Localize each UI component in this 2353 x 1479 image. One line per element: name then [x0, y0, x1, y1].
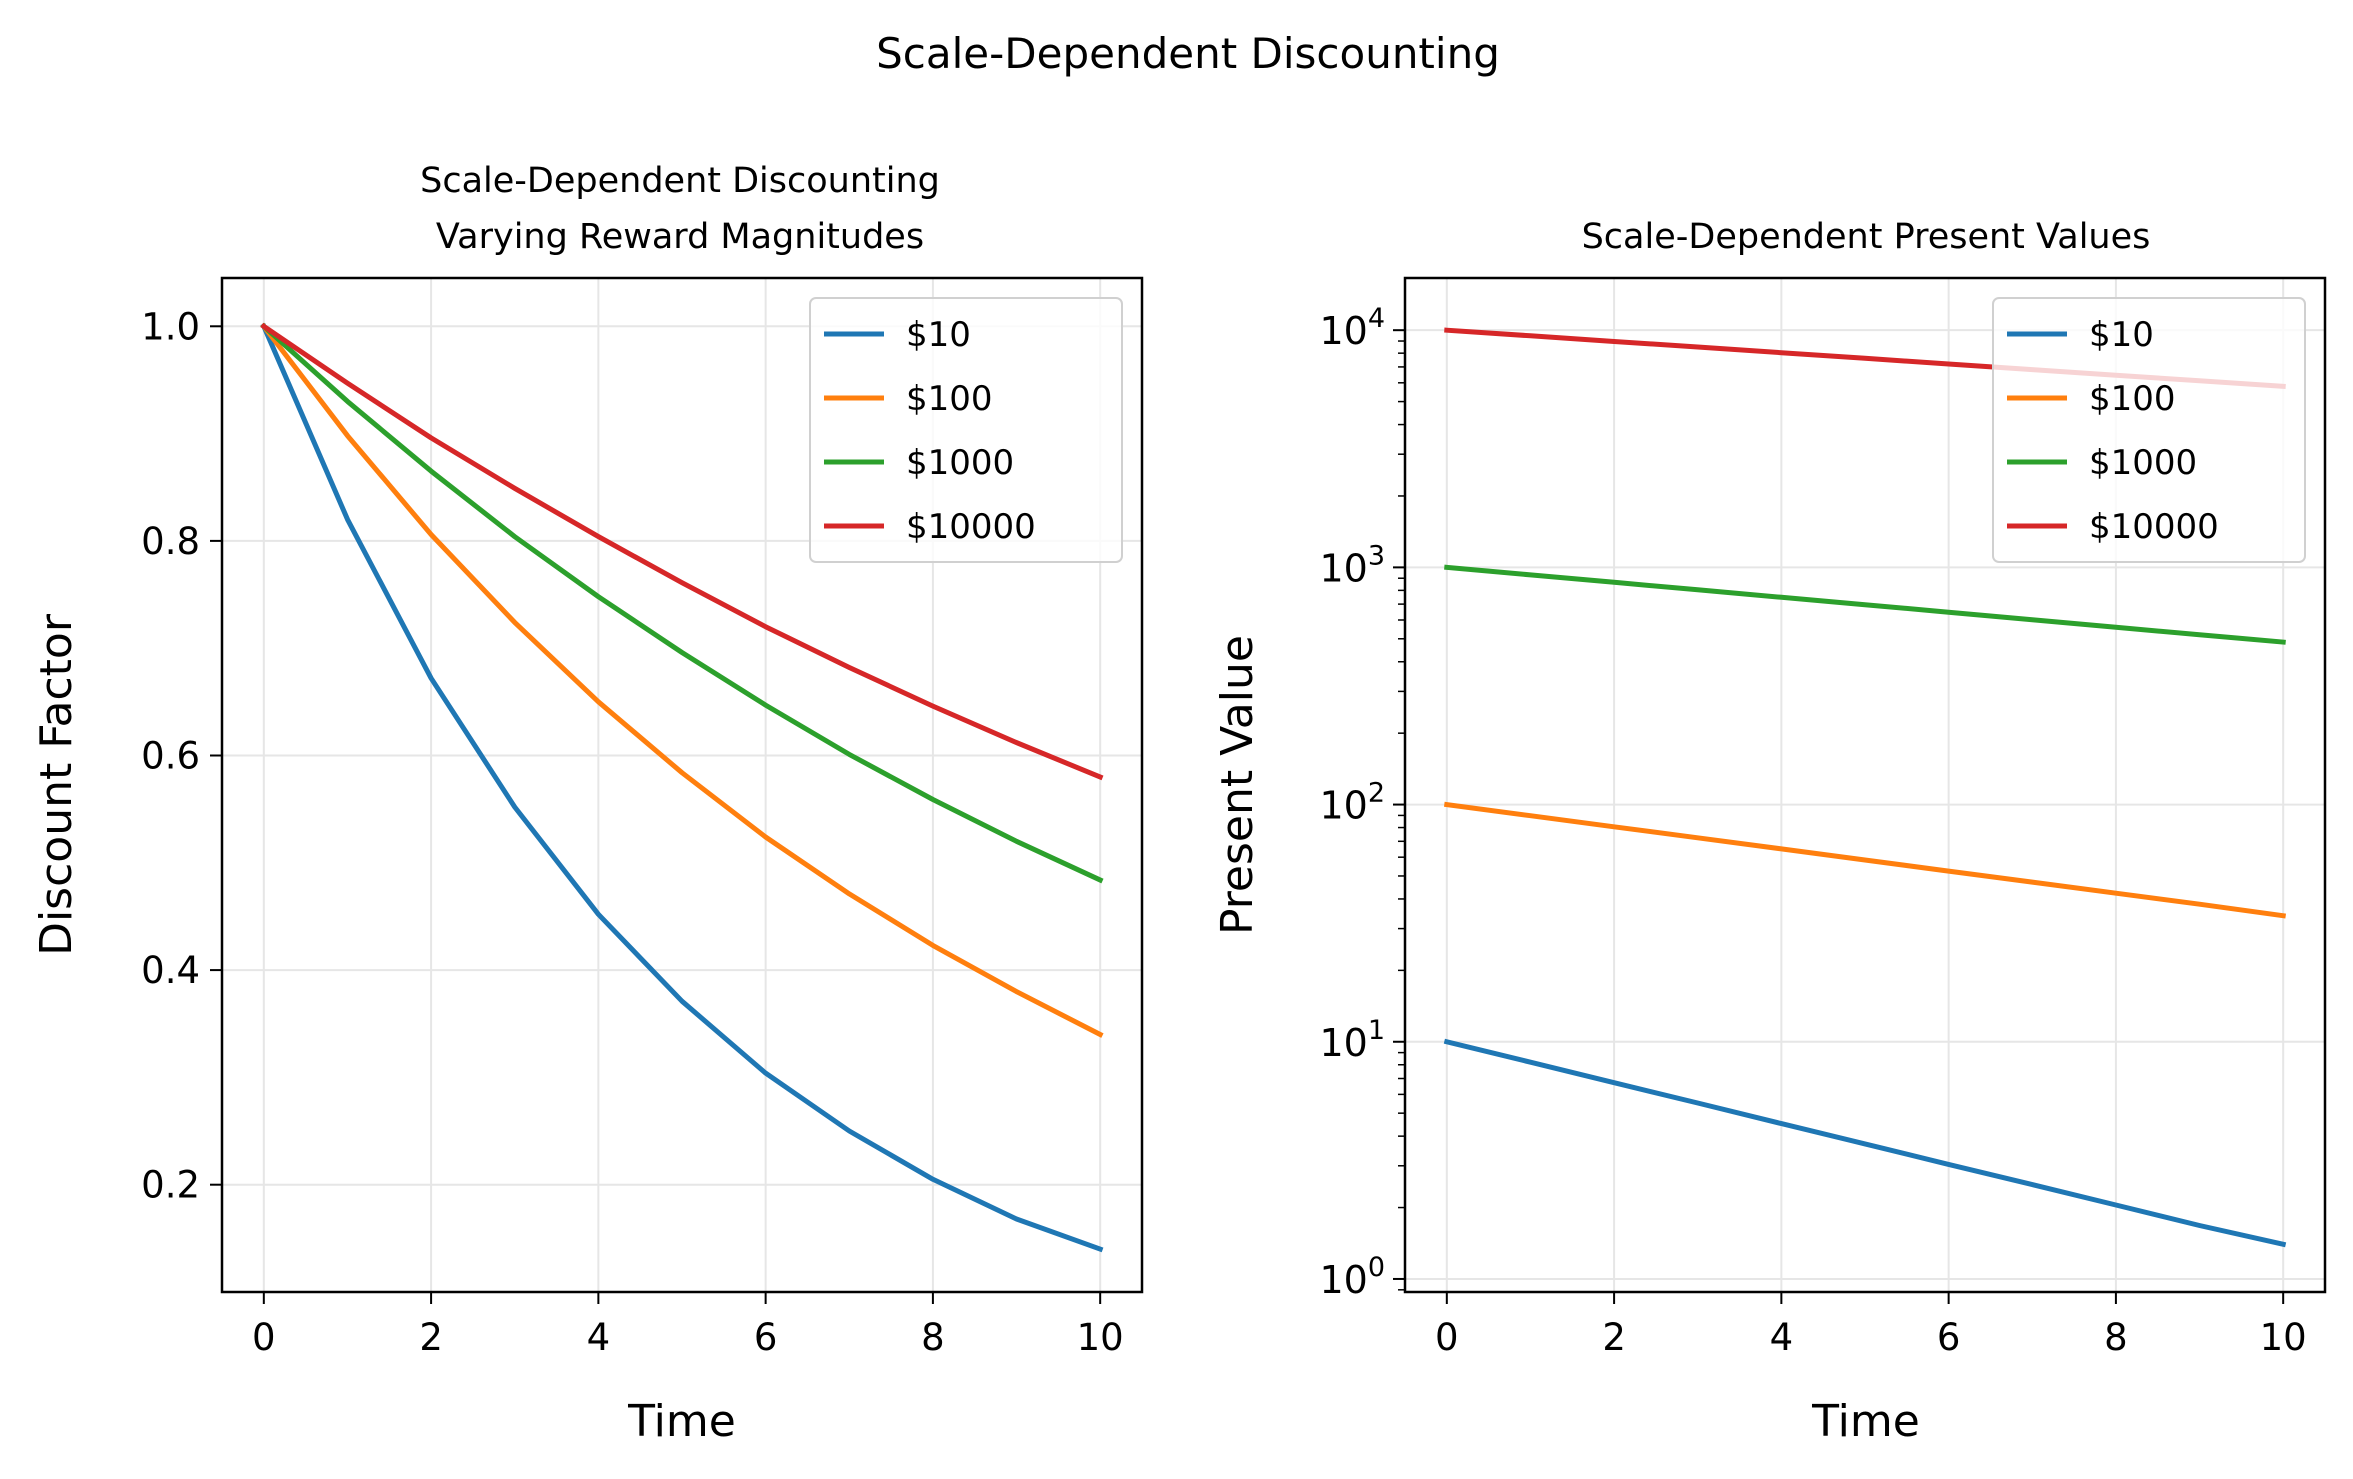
left-title-line1: Scale-Dependent Discounting — [420, 161, 940, 201]
series-line-usd10 — [260, 323, 1104, 1253]
right-series-lines — [1443, 327, 2287, 1248]
legend-label: $1000 — [906, 443, 1014, 483]
right-axes-frame — [1403, 276, 2327, 1294]
y-tick-label: 0.2 — [141, 1164, 200, 1207]
x-tick-label: 0 — [252, 1316, 276, 1359]
left-grid — [222, 278, 1142, 1292]
y-tick-label: 103 — [1319, 540, 1385, 590]
series-line-usd1000 — [1444, 564, 2286, 645]
x-tick-label: 6 — [754, 1316, 778, 1359]
series-line-usd10 — [1443, 1038, 2287, 1248]
x-tick-label: 2 — [419, 1316, 443, 1359]
legend-box — [1992, 297, 2306, 563]
left-title-line2: Varying Reward Magnitudes — [436, 217, 924, 257]
left-xlabel: Time — [627, 1396, 736, 1447]
y-tick-label: 1.0 — [141, 305, 200, 348]
y-tick-label: 102 — [1319, 778, 1385, 828]
y-tick-label: 104 — [1319, 303, 1385, 353]
x-tick-label: 10 — [1077, 1316, 1124, 1359]
x-tick-label: 2 — [1602, 1316, 1626, 1359]
left-ticks: 0 2 4 6 8 10 0.2 0.4 0.6 0.8 1.0 — [141, 305, 1124, 1359]
left-ylabel: Discount Factor — [31, 613, 82, 956]
legend-label: $10000 — [2089, 507, 2219, 547]
y-tick-label: 0.6 — [141, 734, 200, 777]
left-series-lines — [260, 322, 1104, 1253]
legend-box — [809, 297, 1123, 563]
series-line-usd100 — [1443, 801, 2287, 919]
x-tick-label: 4 — [587, 1316, 611, 1359]
x-tick-label: 8 — [2104, 1316, 2128, 1359]
legend-label: $1000 — [2089, 443, 2197, 483]
legend-label: $100 — [906, 379, 993, 419]
y-tick-label: 100 — [1319, 1252, 1385, 1302]
right-ticks: 0 2 4 6 8 10 100 101 102 103 104 — [1319, 303, 2306, 1359]
series-line-usd10000 — [260, 322, 1104, 781]
x-tick-label: 10 — [2260, 1316, 2307, 1359]
y-tick-label: 0.8 — [141, 520, 200, 563]
discount-factor-panel: Scale-Dependent Discounting Varying Rewa… — [31, 161, 1144, 1447]
right-title: Scale-Dependent Present Values — [1582, 217, 2151, 257]
present-value-panel: Scale-Dependent Present Values 0 2 4 6 8 1010… — [1212, 217, 2327, 1447]
series-line-usd1000 — [260, 322, 1104, 884]
y-tick-label: 101 — [1319, 1015, 1385, 1065]
x-tick-label: 8 — [921, 1316, 945, 1359]
legend-label: $10000 — [906, 507, 1036, 547]
x-tick-label: 4 — [1770, 1316, 1794, 1359]
right-ylabel: Present Value — [1212, 635, 1263, 935]
left-legend: $10 $100 $1000 $10000 — [809, 297, 1123, 563]
x-tick-label: 0 — [1435, 1316, 1459, 1359]
y-tick-label: 0.4 — [141, 949, 200, 992]
legend-label: $100 — [2089, 379, 2176, 419]
series-line-usd100 — [260, 322, 1104, 1038]
right-legend: $10 $100 $1000 $10000 — [1992, 297, 2306, 563]
legend-label: $10 — [906, 315, 971, 355]
figure-suptitle: Scale-Dependent Discounting — [876, 29, 1500, 78]
right-xlabel: Time — [1811, 1396, 1920, 1447]
left-axes-frame — [220, 276, 1144, 1294]
x-tick-label: 6 — [1937, 1316, 1961, 1359]
legend-label: $10 — [2089, 315, 2154, 355]
